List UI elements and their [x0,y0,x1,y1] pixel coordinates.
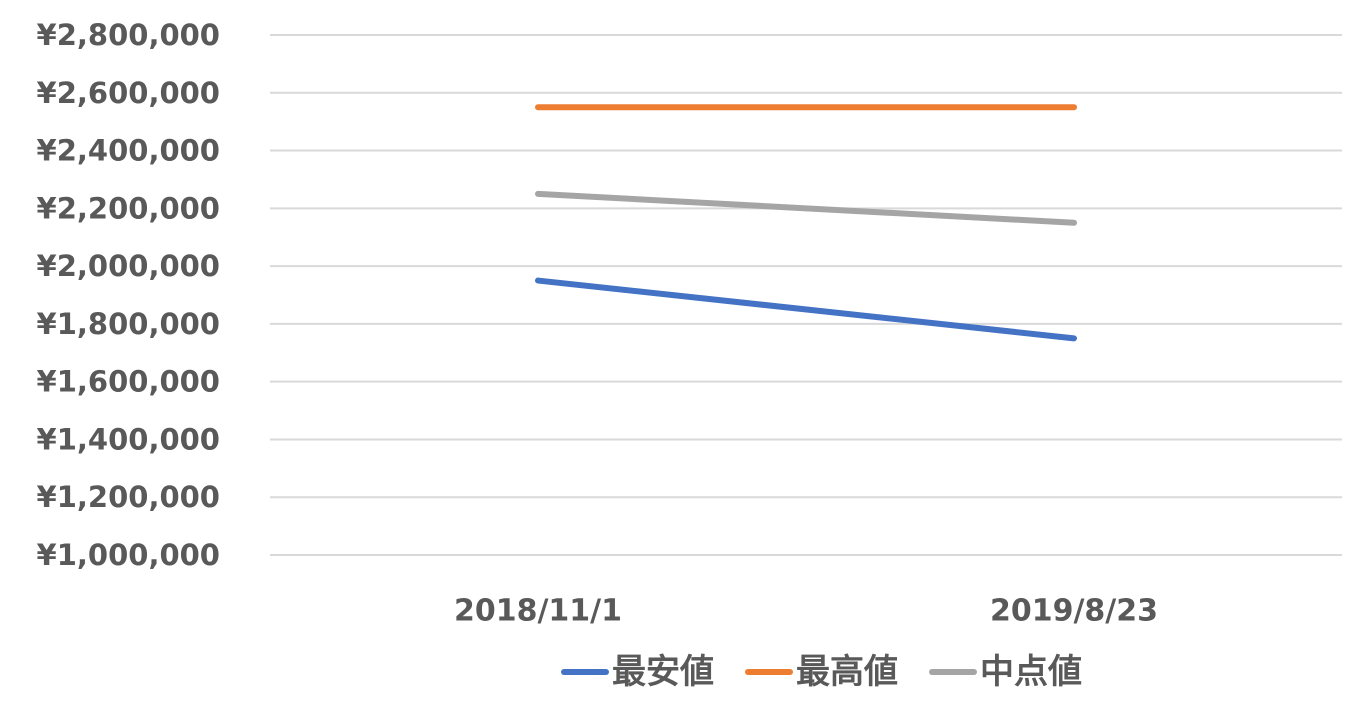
y-tick-label: ¥1,200,000 [37,480,220,514]
y-tick-label: ¥1,400,000 [37,422,220,456]
x-axis-category-labels: 2018/11/1 2019/8/23 [454,594,1158,629]
legend-label-2: 中点値 [980,652,1082,692]
series-lines [535,104,1077,342]
x-category-label: 2018/11/1 [454,594,622,629]
y-tick-label: ¥2,200,000 [37,191,220,225]
legend: 最安値 最高値 中点値 [561,652,1082,692]
y-axis-tick-labels: ¥1,000,000 ¥1,200,000 ¥1,400,000 ¥1,600,000… [37,18,220,572]
gridlines [270,34,1342,556]
x-category-label: 2019/8/23 [990,594,1158,629]
series-line-0 [535,277,1077,342]
y-tick-label: ¥2,600,000 [37,76,220,110]
y-tick-label: ¥1,800,000 [37,307,220,341]
y-tick-label: ¥2,400,000 [37,134,220,168]
legend-label-0: 最安値 [612,652,714,692]
y-tick-label: ¥2,000,000 [37,249,220,283]
y-tick-label: ¥1,600,000 [37,365,220,399]
series-line-2 [535,190,1077,226]
y-tick-label: ¥1,000,000 [37,538,220,572]
y-tick-label: ¥2,800,000 [37,18,220,52]
legend-label-1: 最高値 [796,652,898,692]
